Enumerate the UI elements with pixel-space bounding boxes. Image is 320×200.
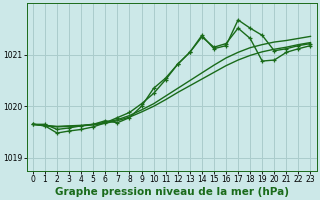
X-axis label: Graphe pression niveau de la mer (hPa): Graphe pression niveau de la mer (hPa) xyxy=(55,187,289,197)
